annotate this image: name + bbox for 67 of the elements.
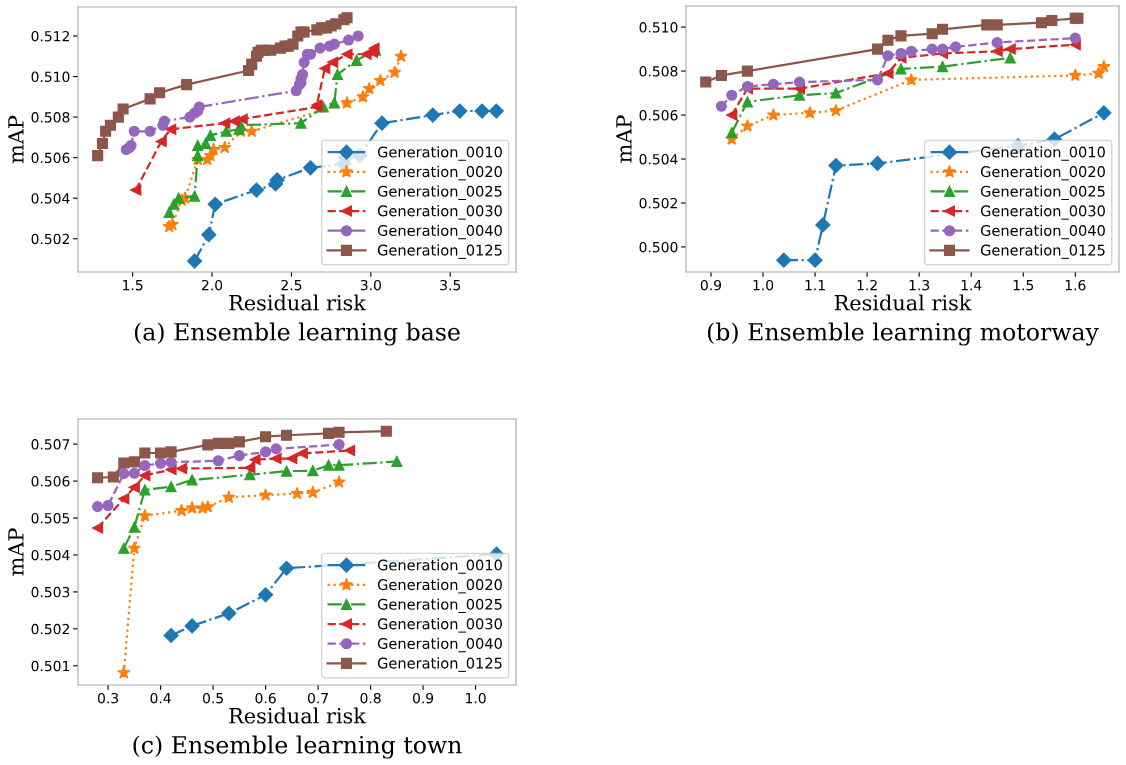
- legend-label: Generation_0030: [377, 205, 502, 220]
- y-tick-label: 0.508: [31, 112, 70, 123]
- text: (b) Ensemble learning motorway: [707, 322, 1099, 346]
- x-tick-label: 0.7: [307, 692, 328, 704]
- legend-label: Generation_0025: [377, 185, 502, 200]
- legend-label: Generation_0040: [980, 224, 1105, 240]
- x-tick-label: 1.0: [753, 279, 774, 291]
- x-tick-label: 0.8: [360, 692, 381, 704]
- y-axis-title: mAP: [616, 115, 632, 163]
- x-tick-label: 3.5: [440, 279, 461, 291]
- x-tick-label: 1.5: [1013, 280, 1034, 291]
- legend-label: Generation_0020: [377, 578, 502, 594]
- y-axis-title: mAP: [8, 528, 24, 576]
- x-tick-label: 1.1: [805, 280, 825, 291]
- legend-label: Generation_0125: [377, 244, 502, 259]
- x-tick-label: 3.0: [360, 279, 381, 291]
- y-axis-title: mAP: [8, 115, 24, 164]
- legend-label: Generation_0010: [980, 146, 1105, 161]
- legend-label: Generation_0040: [377, 224, 502, 240]
- y-tick-label: 0.503: [31, 586, 70, 598]
- legend-label: Generation_0025: [377, 598, 502, 613]
- x-tick-label: 1.6: [1065, 279, 1086, 291]
- legend-label: Generation_0040: [377, 637, 502, 653]
- x-axis-title: Residual risk: [229, 707, 367, 724]
- y-tick-label: 0.507: [31, 439, 70, 450]
- legend-label: Generation_0025: [980, 185, 1105, 200]
- y-tick-label: 0.504: [31, 549, 70, 561]
- x-tick-label: 0.9: [412, 692, 434, 704]
- x-tick-label: 1.3: [909, 279, 930, 291]
- x-tick-label: 0.9: [700, 279, 722, 291]
- y-tick-label: 0.504: [31, 193, 70, 204]
- legend-label: Generation_0125: [980, 244, 1105, 259]
- y-tick-label: 0.505: [31, 512, 70, 524]
- text: (c) Ensemble learning town: [133, 735, 462, 759]
- y-tick-label: 0.510: [639, 22, 678, 33]
- y-tick-label: 0.510: [31, 71, 70, 83]
- y-tick-label: 0.512: [31, 30, 69, 42]
- x-axis-title: Residual risk: [229, 294, 367, 311]
- x-tick-label: 2.5: [281, 279, 302, 291]
- y-tick-label: 0.508: [639, 66, 678, 77]
- text: (a) Ensemble learning base: [134, 322, 460, 346]
- y-tick-label: 0.504: [639, 153, 678, 165]
- x-tick-label: 1.2: [857, 279, 877, 291]
- legend-label: Generation_0030: [980, 205, 1105, 220]
- y-tick-label: 0.506: [639, 110, 678, 121]
- legend-label: Generation_0010: [377, 146, 502, 161]
- legend-label: Generation_0020: [377, 165, 502, 181]
- legend-label: Generation_0030: [377, 618, 502, 633]
- y-tick-label: 0.502: [31, 623, 69, 635]
- y-tick-label: 0.501: [31, 660, 70, 672]
- x-tick-label: 0.6: [255, 692, 276, 704]
- y-tick-label: 0.506: [31, 152, 70, 164]
- x-axis-title: Residual risk: [834, 294, 972, 311]
- legend-label: Generation_0010: [377, 559, 502, 574]
- x-tick-label: 0.4: [150, 692, 171, 704]
- y-tick-label: 0.502: [31, 233, 69, 245]
- x-tick-label: 1.4: [961, 280, 982, 291]
- legend-label: Generation_0125: [377, 657, 502, 672]
- x-tick-label: 0.3: [97, 692, 119, 704]
- y-tick-label: 0.506: [31, 476, 70, 487]
- x-tick-label: 1.0: [466, 692, 486, 704]
- x-tick-label: 2.0: [202, 279, 223, 291]
- y-tick-label: 0.502: [639, 197, 677, 209]
- x-tick-label: 0.5: [202, 692, 223, 704]
- legend-label: Generation_0020: [980, 165, 1105, 181]
- x-tick-label: 1.5: [123, 280, 143, 291]
- y-tick-label: 0.500: [639, 241, 678, 253]
